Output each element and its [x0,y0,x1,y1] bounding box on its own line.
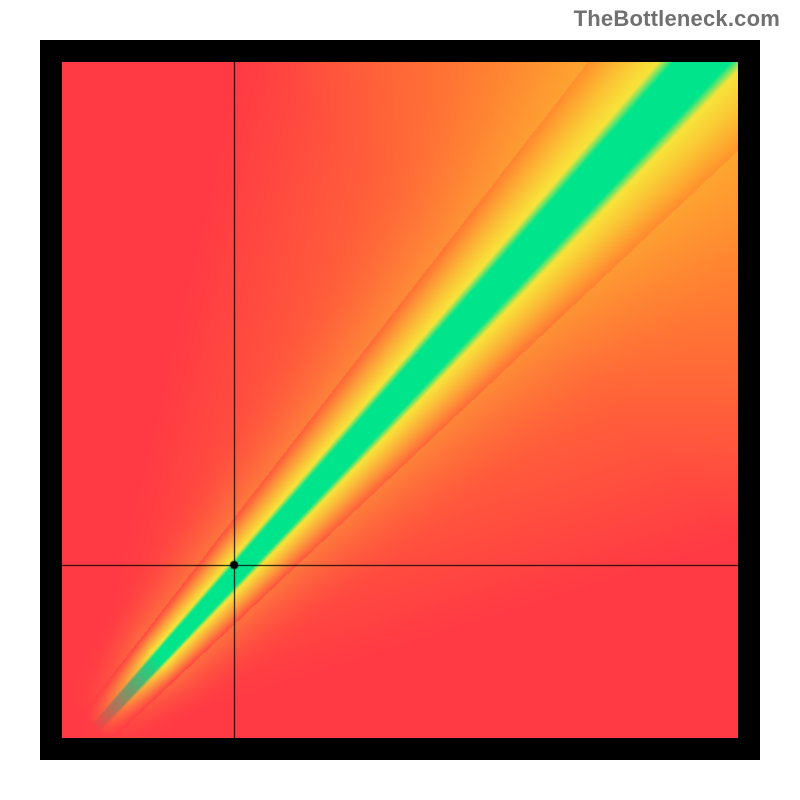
watermark-text: TheBottleneck.com [574,6,780,32]
heatmap-canvas [62,62,738,738]
chart-frame [40,40,760,760]
chart-wrapper: TheBottleneck.com [0,0,800,800]
